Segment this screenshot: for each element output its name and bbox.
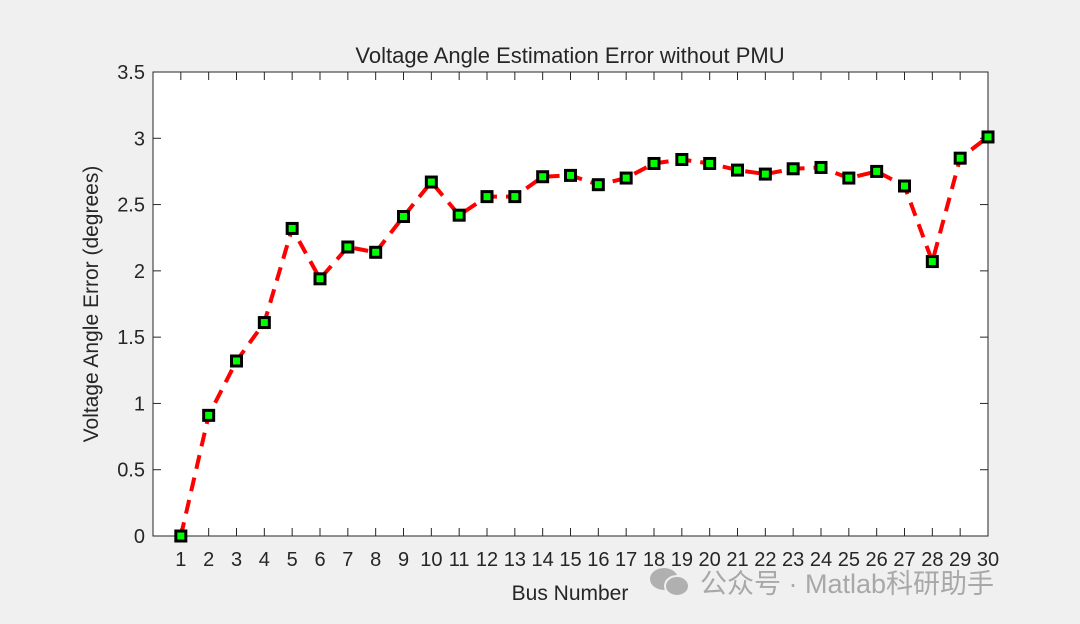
x-tick-label: 20 xyxy=(699,549,721,571)
data-point-marker xyxy=(647,156,661,170)
x-tick-label: 14 xyxy=(532,549,554,571)
data-point-marker xyxy=(230,354,243,368)
y-tick-label: 2 xyxy=(134,261,145,283)
data-point-marker xyxy=(536,170,550,184)
x-tick-label: 29 xyxy=(949,549,971,571)
watermark-text: 公众号 · Matlab科研助手 xyxy=(700,569,995,599)
y-tick-label: 1.5 xyxy=(117,327,145,349)
x-tick-label: 22 xyxy=(754,549,776,571)
x-tick-label: 30 xyxy=(977,549,999,571)
x-tick-label: 26 xyxy=(866,549,888,571)
x-tick-label: 28 xyxy=(921,549,943,571)
data-point-marker xyxy=(786,162,800,176)
x-tick-label: 10 xyxy=(420,549,442,571)
data-point-marker xyxy=(424,175,438,189)
x-tick-label: 4 xyxy=(259,549,270,571)
wechat-icon xyxy=(650,567,690,597)
data-point-marker xyxy=(842,171,856,185)
x-tick-label: 23 xyxy=(782,549,804,571)
data-point-marker xyxy=(369,245,383,259)
chart-title: Voltage Angle Estimation Error without P… xyxy=(355,43,784,68)
data-point-marker xyxy=(925,255,939,269)
data-point-marker xyxy=(758,167,772,181)
y-tick-label: 0 xyxy=(134,526,145,548)
data-point-marker xyxy=(257,316,271,330)
x-tick-label: 27 xyxy=(893,549,915,571)
y-tick-label: 3 xyxy=(134,128,145,150)
x-tick-label: 19 xyxy=(671,549,693,571)
data-point-marker xyxy=(703,156,717,170)
data-point-marker xyxy=(981,130,995,144)
y-tick-label: 0.5 xyxy=(117,460,145,482)
x-tick-label: 3 xyxy=(231,549,242,571)
y-tick-label: 1 xyxy=(134,393,145,415)
x-tick-label: 5 xyxy=(287,549,298,571)
data-point-marker xyxy=(341,240,355,254)
data-point-marker xyxy=(452,208,466,222)
data-point-marker xyxy=(480,190,494,204)
x-tick-label: 16 xyxy=(587,549,609,571)
data-point-marker xyxy=(174,529,188,543)
data-point-marker xyxy=(870,164,884,178)
series-markers xyxy=(174,130,995,543)
x-tick-label: 25 xyxy=(838,549,860,571)
x-tick-label: 1 xyxy=(175,549,186,571)
data-point-marker xyxy=(591,178,605,192)
x-tick-label: 18 xyxy=(643,549,665,571)
x-tick-label: 7 xyxy=(342,549,353,571)
watermark: 公众号 · Matlab科研助手 xyxy=(648,562,994,601)
data-point-marker xyxy=(814,160,828,174)
y-tick-label: 2.5 xyxy=(117,195,145,217)
y-axis: 0 0.5 1 1.5 2 2.5 3 3.5 xyxy=(117,62,988,548)
x-tick-label: 13 xyxy=(504,549,526,571)
x-tick-label: 11 xyxy=(449,549,470,571)
data-point-marker xyxy=(285,221,299,235)
data-point-marker xyxy=(508,190,522,204)
x-tick-label: 17 xyxy=(615,549,637,571)
x-tick-label: 8 xyxy=(370,549,381,571)
data-point-marker xyxy=(953,151,967,165)
y-tick-label: 3.5 xyxy=(117,62,145,84)
data-point-marker xyxy=(898,179,911,193)
y-axis-label: Voltage Angle Error (degrees) xyxy=(80,166,103,443)
data-point-marker xyxy=(675,152,689,166)
data-point-marker xyxy=(619,171,633,185)
series-line xyxy=(178,135,990,537)
x-tick-label: 21 xyxy=(726,549,748,571)
x-tick-label: 6 xyxy=(314,549,325,571)
x-tick-label: 15 xyxy=(559,549,581,571)
x-tick-label: 9 xyxy=(398,549,409,571)
x-tick-label: 24 xyxy=(810,549,832,571)
plot-area xyxy=(152,71,989,537)
data-point-marker xyxy=(313,272,327,286)
x-axis-label: Bus Number xyxy=(512,582,629,605)
data-point-marker xyxy=(397,210,410,224)
x-tick-label: 2 xyxy=(203,549,214,571)
data-point-marker xyxy=(731,163,744,177)
x-tick-label: 12 xyxy=(476,549,498,571)
data-point-marker xyxy=(564,168,577,182)
x-axis: 1 2 3 4 5 6 7 8 9 10 11 12 13 14 15 16 17 18 19 20 21 22 23 24 2… xyxy=(175,72,999,571)
data-point-marker xyxy=(202,408,216,422)
